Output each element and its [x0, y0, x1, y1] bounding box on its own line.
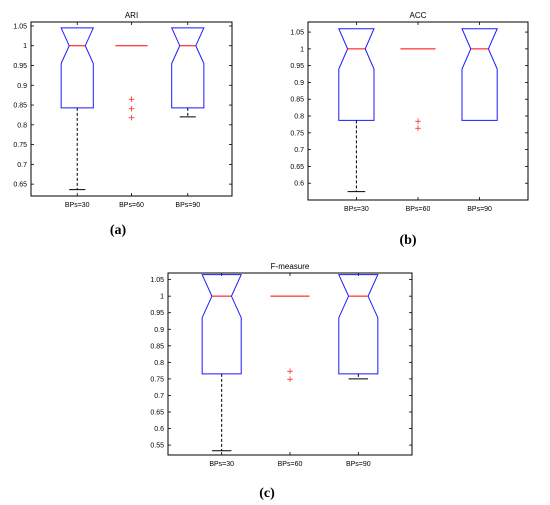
panel-3-ytick-label: 0.85	[150, 343, 164, 350]
panel-3-xtick-label: BPs=60	[278, 461, 303, 468]
panel-1-outlier-2: +	[128, 104, 136, 114]
panel-1-xtick-label: BPs=30	[65, 202, 90, 209]
panel-3-ytick-label: 0.6	[154, 426, 164, 433]
panel-1-ytick-label: 1	[23, 43, 27, 50]
panel-1-ytick-label: 0.9	[17, 83, 27, 90]
panel-2-ytick-label: 0.8	[294, 114, 304, 121]
panel-1-ytick-label: 0.85	[13, 103, 27, 110]
panel-2-ytick-label: 1.05	[290, 30, 304, 37]
panel-1-box-3	[170, 27, 205, 109]
panel-3-outlier-2: +	[286, 375, 294, 385]
panel-3-ytick-label: 0.8	[154, 360, 164, 367]
panel-1-box-1	[60, 27, 95, 109]
panel-2-xtick-label: BPs=60	[406, 206, 431, 213]
panel-2-xtick-label: BPs=30	[344, 206, 369, 213]
panel-1-outlier-2: +	[128, 113, 136, 123]
panel-2-ytick-label: 0.65	[290, 164, 304, 171]
panel-2-box-3	[461, 28, 498, 121]
panel-1-ytick-label: 0.75	[13, 142, 27, 149]
panel-2-title: ACC	[410, 11, 427, 20]
panel-3-xtick-label: BPs=30	[209, 461, 234, 468]
panel-1-title: ARI	[125, 11, 138, 20]
panel-2-ytick-label: 0.95	[290, 63, 304, 70]
panel-2-xtick-label: BPs=90	[467, 206, 492, 213]
panel-3-ytick-label: 0.7	[154, 393, 164, 400]
panel-3-outlier-2: +	[286, 367, 294, 377]
panel-3-ytick-label: 0.95	[150, 310, 164, 317]
panel-1-ytick-label: 0.95	[13, 63, 27, 70]
panel-3-ytick-label: 0.65	[150, 409, 164, 416]
panel-2-outlier-2: +	[414, 117, 422, 127]
panel-3-ytick-label: 1.05	[150, 277, 164, 284]
panel-1-xtick-label: BPs=60	[119, 202, 144, 209]
panel-3-plot-frame	[167, 272, 413, 456]
panel-1-outlier-2: +	[128, 95, 136, 105]
panel-3-caption: (c)	[259, 486, 275, 501]
panel-3-box-1	[201, 274, 242, 375]
panel-2-box-1	[338, 28, 375, 121]
panel-1-ytick-label: 1.05	[13, 23, 27, 30]
panel-3-ytick-label: 0.9	[154, 327, 164, 334]
panel-2-ytick-label: 0.85	[290, 97, 304, 104]
panel-2-outlier-2: +	[414, 124, 422, 134]
panel-2-ytick-label: 0.7	[294, 147, 304, 154]
panel-3-ytick-label: 1	[160, 294, 164, 301]
panel-1-ytick-label: 0.8	[17, 122, 27, 129]
panel-1-xtick-label: BPs=90	[175, 202, 200, 209]
panel-3-ytick-label: 0.75	[150, 376, 164, 383]
panel-3-xtick-label: BPs=90	[346, 461, 371, 468]
panel-2-ytick-label: 1	[300, 46, 304, 53]
panel-3-ytick-label: 0.55	[150, 443, 164, 450]
panel-2-ytick-label: 0.9	[294, 80, 304, 87]
panel-3-box-3	[338, 274, 379, 375]
panel-1-caption: (a)	[110, 223, 127, 238]
panel-1-ytick-label: 0.7	[17, 162, 27, 169]
panel-2-caption: (b)	[399, 233, 416, 248]
panel-3-title: F-measure	[271, 262, 310, 271]
panel-1-ytick-label: 0.65	[13, 182, 27, 189]
panel-2-ytick-label: 0.75	[290, 130, 304, 137]
panel-2-ytick-label: 0.6	[294, 181, 304, 188]
